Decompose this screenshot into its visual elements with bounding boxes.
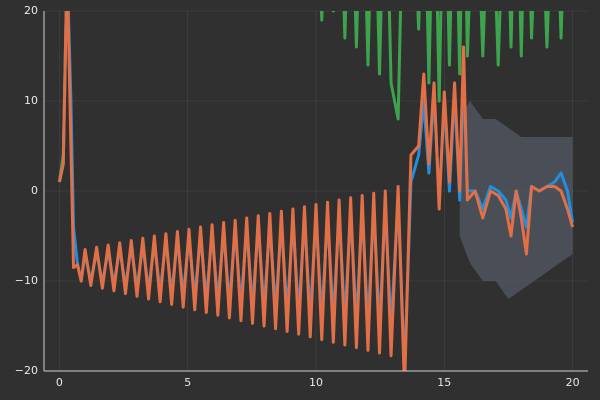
y-tick-label: 20	[24, 4, 38, 17]
x-tick-label: 20	[566, 376, 580, 389]
y-tick-label: −20	[15, 364, 38, 377]
y-tick-label: −10	[15, 274, 38, 287]
plot-area	[57, 11, 575, 371]
x-tick-label: 5	[184, 376, 191, 389]
x-tick-label: 0	[56, 376, 63, 389]
x-tick-label: 10	[309, 376, 323, 389]
series-line	[57, 11, 575, 371]
x-tick-label: 15	[437, 376, 451, 389]
y-tick-label: 10	[24, 94, 38, 107]
y-tick-label: 0	[31, 184, 38, 197]
